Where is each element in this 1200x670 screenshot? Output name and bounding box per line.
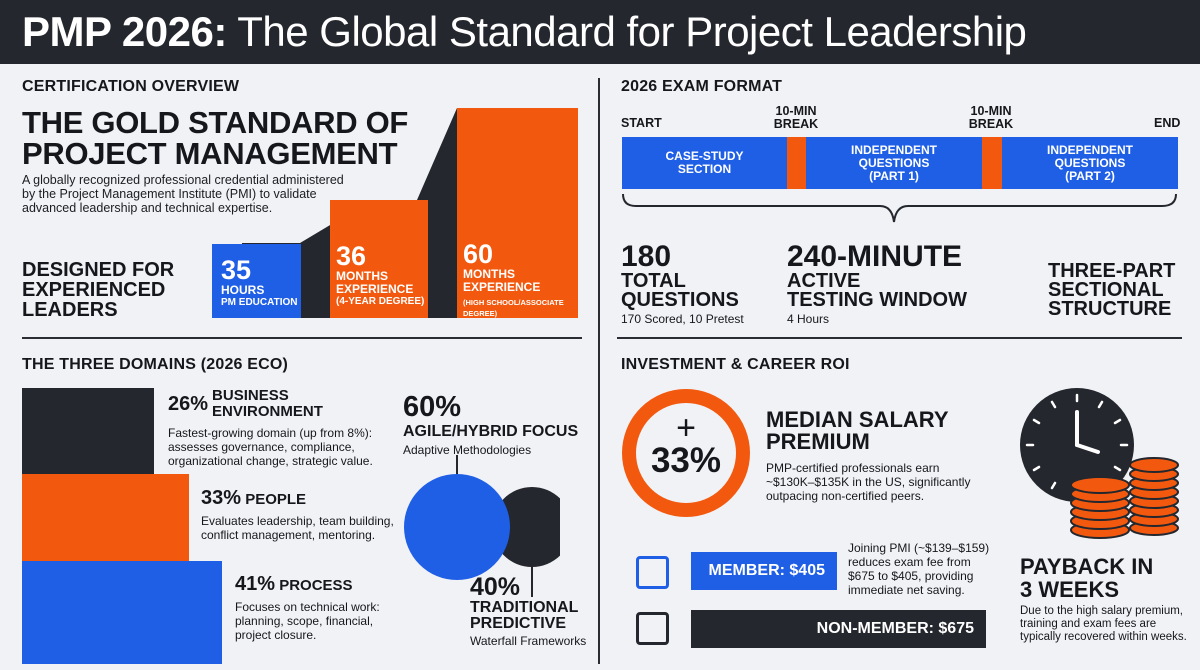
left-horizontal-divider: [22, 337, 582, 339]
member-checkbox-icon: [636, 556, 669, 589]
roi-section-title: INVESTMENT & CAREER ROI: [621, 356, 850, 373]
salary-premium-ring: + 33%: [622, 389, 750, 517]
coin-stack-icon: [1070, 457, 1179, 539]
timeline-independent-part-2: INDEPENDENT QUESTIONS (PART 2): [1002, 137, 1178, 189]
domain-bar-people: [22, 474, 189, 561]
domain-process: 41% PROCESS Focuses on technical work: p…: [235, 573, 380, 642]
timeline-end-label: END: [1154, 116, 1181, 130]
methodology-venn: [404, 455, 560, 597]
step-36-months: 36 MONTHS EXPERIENCE (4-YEAR DEGREE): [330, 200, 428, 318]
exam-section-title: 2026 EXAM FORMAT: [621, 78, 783, 95]
timeline-start-label: START: [621, 116, 662, 130]
member-price-bar: MEMBER: $405: [691, 552, 837, 590]
stat-total-questions: 180 TOTAL QUESTIONS 170 Scored, 10 Prete…: [621, 240, 744, 327]
traditional-predictive: 40% TRADITIONAL PREDICTIVE Waterfall Fra…: [470, 573, 587, 649]
agile-hybrid-focus: 60% AGILE/HYBRID FOCUS Adaptive Methodol…: [403, 391, 579, 458]
payback-in-3-weeks: PAYBACK IN 3 WEEKS Due to the high salar…: [1020, 554, 1187, 643]
designed-for-label: DESIGNED FOR EXPERIENCED LEADERS: [22, 259, 175, 321]
timeline-break-1: [787, 137, 806, 189]
page-title: PMP 2026: The Global Standard for Projec…: [22, 8, 1027, 55]
break-1-label: 10-MIN BREAK: [773, 104, 819, 131]
domain-business-environment: 26% BUSINESS ENVIRONMENT Fastest-growing …: [168, 387, 373, 469]
overview-headline: THE GOLD STANDARD OF PROJECT MANAGEMENT: [22, 105, 409, 171]
step-60-months: 60 MONTHS EXPERIENCE (HIGH SCHOOL/ASSOCI…: [457, 108, 578, 318]
median-salary-premium: MEDIAN SALARY PREMIUM PMP-certified prof…: [766, 407, 971, 504]
domains-section-title: THE THREE DOMAINS (2026 ECO): [22, 356, 289, 373]
overview-section-title: CERTIFICATION OVERVIEW: [22, 78, 240, 95]
domain-people: 33% PEOPLE Evaluates leadership, team bu…: [201, 487, 394, 542]
nonmember-price-bar: NON-MEMBER: $675: [691, 610, 986, 648]
vertical-divider: [598, 78, 600, 664]
overview-description: A globally recognized professional crede…: [22, 173, 344, 215]
timeline-case-study-section: CASE-STUDY SECTION: [622, 137, 787, 189]
right-horizontal-divider: [617, 337, 1182, 339]
step-pm-education: 35 HOURS PM EDUCATION: [212, 244, 301, 318]
timeline-brace: [622, 193, 1177, 223]
domain-bar-process: [22, 561, 222, 664]
predictive-circle: [492, 487, 560, 567]
break-2-label: 10-MIN BREAK: [968, 104, 1014, 131]
stat-three-part-structure: THREE-PART SECTIONAL STRUCTURE: [1048, 260, 1176, 320]
nonmember-checkbox-icon: [636, 612, 669, 645]
timeline-break-2: [982, 137, 1002, 189]
page-header: PMP 2026: The Global Standard for Projec…: [0, 0, 1200, 64]
clock-icon: [1020, 388, 1134, 502]
agile-circle: [404, 474, 510, 580]
domain-bar-business: [22, 388, 154, 474]
stat-testing-window: 240-MINUTE ACTIVE TESTING WINDOW 4 Hours: [787, 240, 967, 327]
member-note: Joining PMI (~$139–$159) reduces exam fe…: [848, 541, 990, 597]
timeline-independent-part-1: INDEPENDENT QUESTIONS (PART 1): [806, 137, 982, 189]
